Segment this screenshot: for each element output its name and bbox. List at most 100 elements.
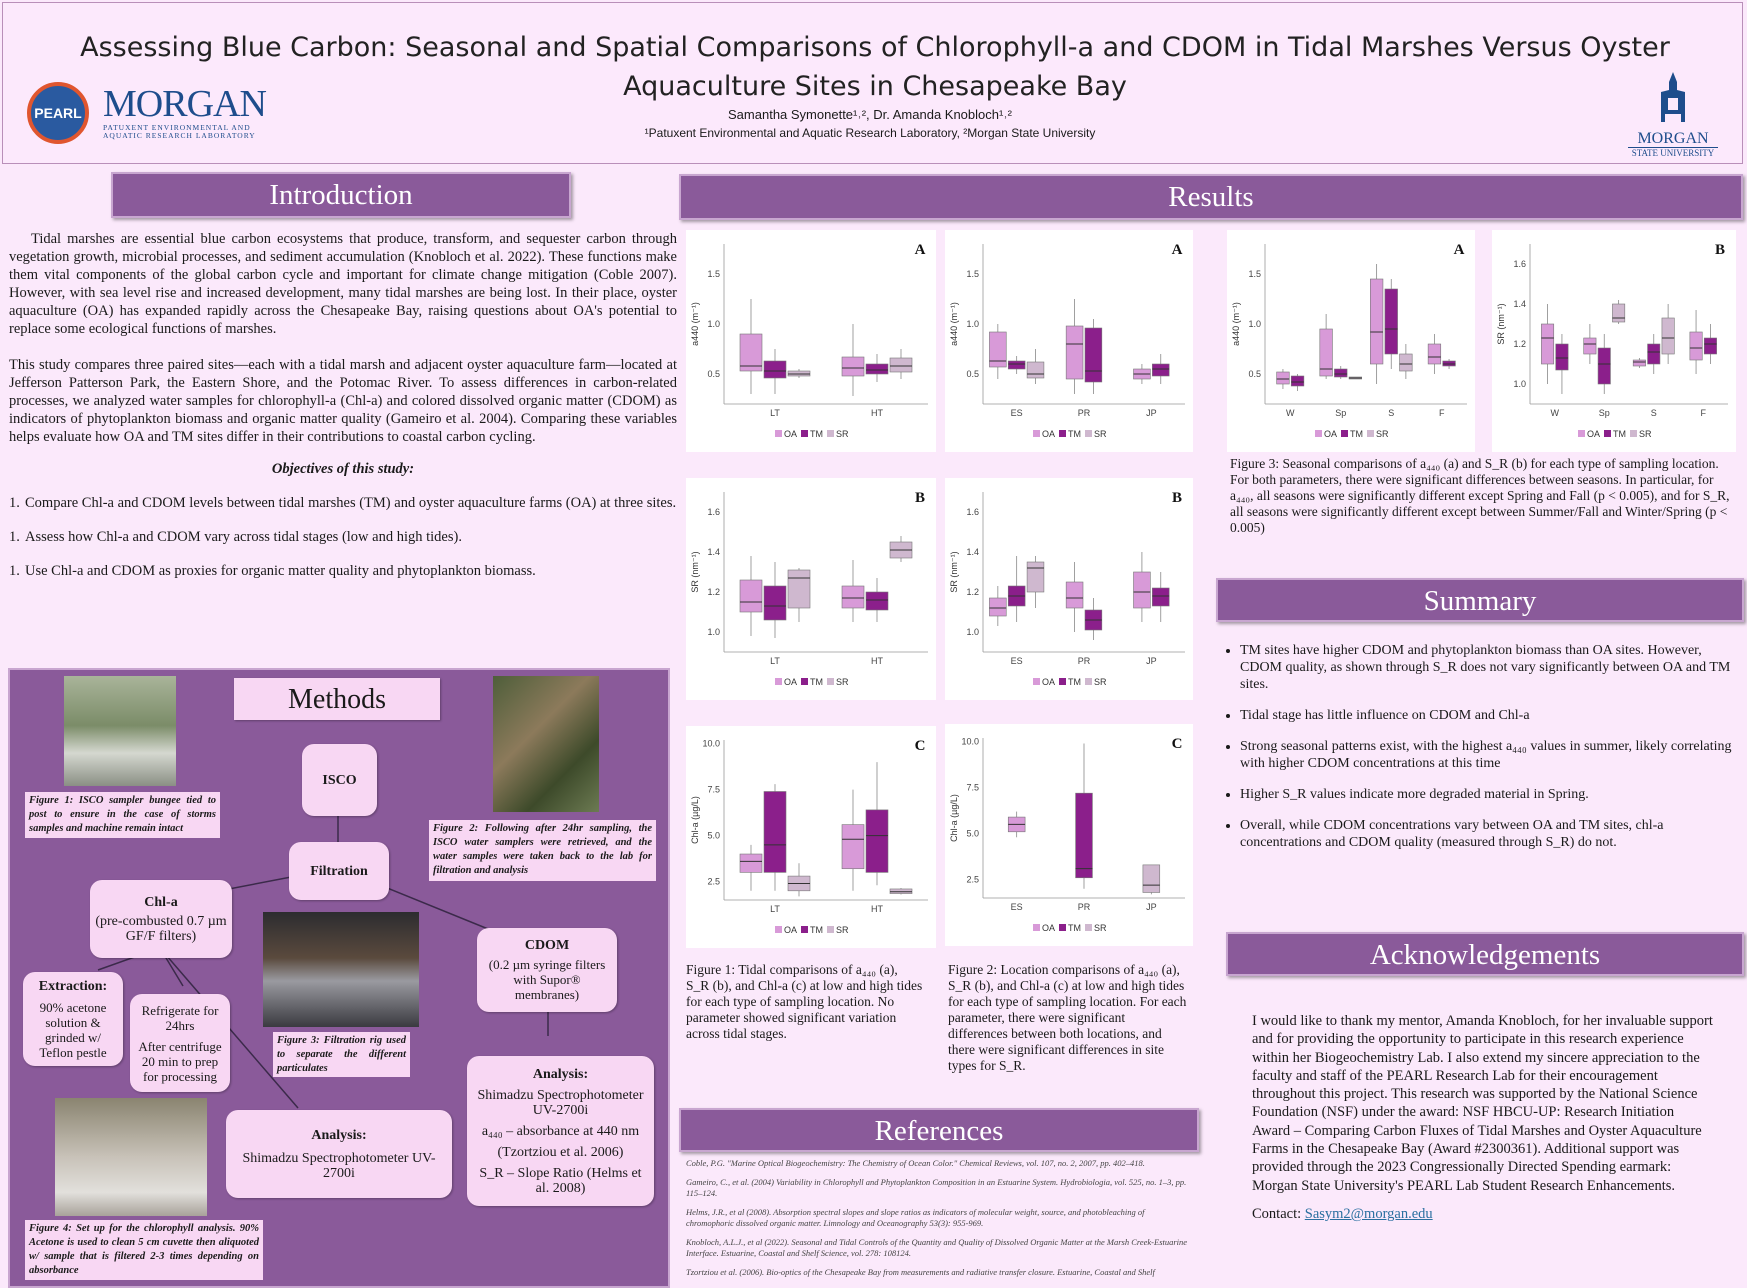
legend-label: OA	[784, 925, 797, 935]
legend-swatch	[775, 926, 782, 933]
centrifuge-text: After centrifuge 20 min to prep for proc…	[138, 1038, 222, 1084]
y-tick-label: 1.0	[966, 319, 979, 329]
introduction-body: Tidal marshes are essential blue carbon …	[9, 230, 677, 596]
x-tick-label: W	[1551, 408, 1560, 418]
contact-label: Contact:	[1252, 1205, 1305, 1222]
introduction-heading: Introduction	[111, 172, 571, 218]
legend-label: OA	[1042, 677, 1055, 687]
author-affiliations: ¹Patuxent Environmental and Aquatic Rese…	[644, 126, 1096, 140]
objective-text: Use Chl-a and CDOM as proxies for organi…	[25, 563, 536, 579]
y-tick-label: 1.5	[1248, 269, 1261, 279]
legend-label: OA	[784, 429, 797, 439]
legend-label: OA	[784, 677, 797, 687]
box-tm	[763, 360, 787, 379]
x-tick-label: HT	[871, 408, 883, 418]
chlorophyll-setup-photo	[55, 1098, 207, 1216]
acknowledgements-heading: Acknowledgements	[1226, 932, 1744, 976]
objective-number: 1.	[9, 563, 20, 579]
msu-sub: STATE UNIVERSITY	[1628, 147, 1718, 158]
box-sr	[1661, 317, 1675, 355]
legend-swatch	[1059, 430, 1066, 437]
box-oa	[1065, 325, 1084, 380]
box-sr	[1026, 361, 1045, 379]
refrigerate-text: Refrigerate for 24hrs	[141, 1002, 219, 1033]
x-tick-label: PR	[1078, 902, 1091, 912]
refrigerate-box: Refrigerate for 24hrs After centrifuge 2…	[130, 994, 230, 1092]
legend-swatch	[827, 430, 834, 437]
reference-item: Coble, P.G. "Marine Optical Biogeochemis…	[686, 1158, 1145, 1168]
panel-label: B	[1715, 242, 1725, 258]
y-tick-label: 1.0	[1248, 319, 1261, 329]
pearl-logo: PEARL	[27, 82, 89, 144]
fig4-methods-caption: Figure 4: Set up for the chlorophyll ana…	[25, 1220, 263, 1280]
msu-logo: MORGAN STATE UNIVERSITY	[1628, 70, 1718, 158]
analysis-cdom-line2: a₄₄₀ – absorbance at 440 nm	[481, 1123, 640, 1139]
tower-icon	[1661, 72, 1685, 122]
legend-label: OA	[1587, 429, 1600, 439]
y-axis-label: SR (nm⁻¹)	[1496, 303, 1506, 344]
author-names: Samantha Symonette¹˒², Dr. Amanda Knoblo…	[728, 107, 1012, 122]
box-tm	[1007, 360, 1026, 370]
legend-label: TM	[1613, 429, 1626, 439]
panel-label: A	[1172, 242, 1183, 258]
results-fig1-caption: Figure 1: Tidal comparisons of a₄₄₀ (a),…	[686, 962, 923, 1041]
box-sr	[1612, 303, 1626, 323]
objective-number: 1.	[9, 529, 20, 545]
chla-sub: (pre-combusted 0.7 µm GF/F filters)	[95, 913, 227, 944]
intro-para-1: Tidal marshes are essential blue carbon …	[9, 231, 677, 337]
poster-title: Assessing Blue Carbon: Seasonal and Spat…	[30, 28, 1720, 106]
cdom-box: CDOM (0.2 µm syringe filters with Supor®…	[477, 928, 617, 1012]
analysis-chla-body: Shimadzu Spectrophotometer UV-2700i	[242, 1150, 436, 1181]
chart-tide-a440: 0.5 1.0 1.5 a440 (m⁻¹) A LT HT OA TM SR	[686, 230, 936, 452]
y-tick-label: 1.5	[707, 269, 720, 279]
analysis-cdom-line1: Shimadzu Spectrophotometer UV-2700i	[477, 1087, 644, 1118]
legend-swatch	[1059, 678, 1066, 685]
pearl-sub1: PATUXENT ENVIRONMENTAL AND	[103, 123, 251, 132]
y-tick-label: 7.5	[707, 785, 720, 795]
box-oa	[1319, 328, 1333, 377]
box-tm	[1290, 375, 1305, 387]
x-tick-label: ES	[1011, 902, 1023, 912]
legend-swatch	[827, 678, 834, 685]
summary-list: TM sites have higher CDOM and phytoplank…	[1222, 642, 1744, 865]
y-tick-label: 1.4	[707, 547, 720, 557]
intro-para-2: This study compares three paired sites—e…	[9, 357, 677, 445]
pearl-sub2: AQUATIC RESEARCH LABORATORY	[103, 131, 256, 140]
summary-item: Strong seasonal patterns exist, with the…	[1240, 738, 1744, 772]
x-tick-label: ES	[1011, 656, 1023, 666]
x-tick-label: JP	[1146, 408, 1157, 418]
y-axis-label: a440 (m⁻¹)	[1231, 302, 1241, 346]
legend-swatch	[1033, 678, 1040, 685]
title-line-1: Assessing Blue Carbon: Seasonal and Spat…	[80, 32, 1670, 63]
panel-label: C	[1172, 736, 1183, 752]
extraction-title: Extraction:	[38, 978, 108, 994]
chart-loc-chla: 2.5 5.0 7.5 10.0 Chl-a (µg/L) C ES PR JP OA TM SR	[945, 724, 1193, 946]
summary-item: Overall, while CDOM concentrations vary …	[1240, 817, 1744, 851]
box-oa	[1689, 331, 1703, 361]
legend-label: OA	[1042, 923, 1055, 933]
x-tick-label: JP	[1146, 656, 1157, 666]
box-tm	[1075, 792, 1093, 879]
objective-item: 1. Use Chl-a and CDOM as proxies for orga…	[9, 562, 677, 580]
chla-box: Chl-a (pre-combusted 0.7 µm GF/F filters…	[90, 880, 232, 958]
y-tick-label: 5.0	[966, 829, 979, 839]
ack-text: I would like to thank my mentor, Amanda …	[1252, 1013, 1713, 1176]
pearl-badge-text: PEARL	[34, 105, 82, 121]
legend-swatch	[1033, 430, 1040, 437]
contact-email-link[interactable]: Sasym2@morgan.edu	[1304, 1205, 1433, 1222]
legend-label: OA	[1324, 429, 1337, 439]
legend-label: SR	[1094, 677, 1107, 687]
summary-item: TM sites have higher CDOM and phytoplank…	[1240, 642, 1744, 693]
box-sr	[1399, 353, 1413, 372]
filtration-photo	[263, 912, 419, 1027]
objective-item: 1. Compare Chl-a and CDOM levels between …	[9, 494, 677, 512]
y-tick-label: 5.0	[707, 831, 720, 841]
y-tick-label: 0.5	[966, 369, 979, 379]
morgan-wordmark: MORGAN	[103, 83, 267, 125]
analysis-cdom-title: Analysis:	[532, 1066, 589, 1082]
box-oa	[1541, 323, 1555, 365]
legend-label: SR	[836, 677, 849, 687]
box-oa	[841, 356, 865, 377]
x-tick-label: JP	[1146, 902, 1157, 912]
fig1-methods-caption: Figure 1: ISCO sampler bungee tied to po…	[25, 792, 220, 838]
